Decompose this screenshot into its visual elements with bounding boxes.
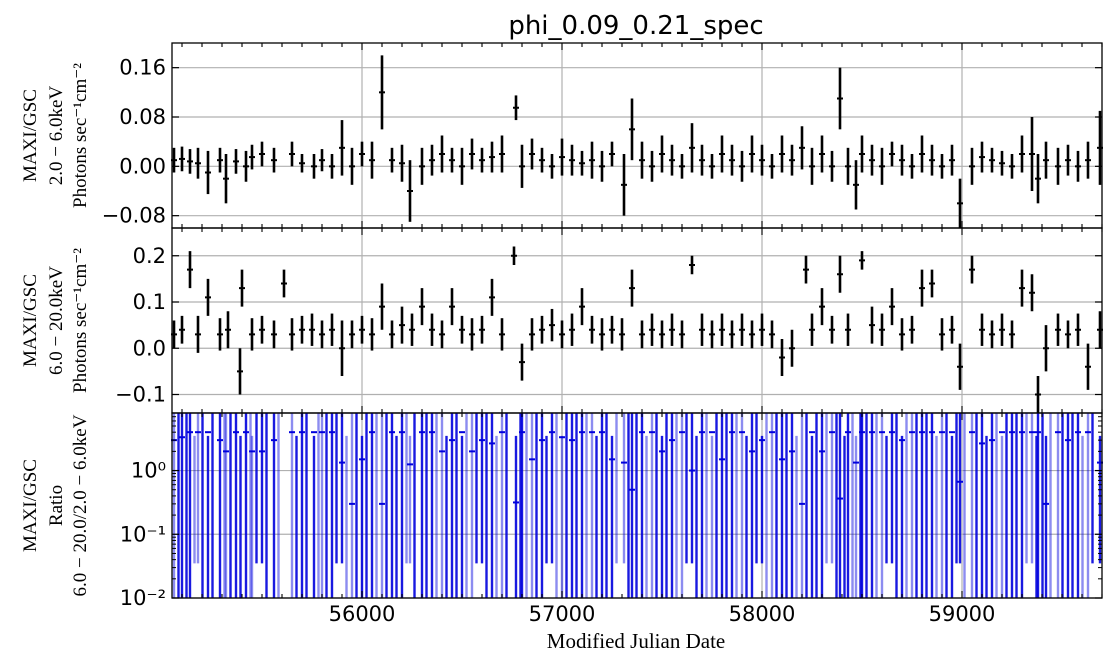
y-axis-label-line: MAXI/GSC (20, 89, 41, 182)
y-tick-label: 0.2 (133, 244, 166, 268)
y-tick-label: −0.1 (115, 383, 166, 407)
x-tick-label: 58000 (729, 602, 796, 626)
y-tick-label: 0.08 (119, 105, 166, 129)
y-axis-label-line: Ratio (46, 485, 67, 526)
y-tick-label: −0.08 (102, 204, 166, 228)
y-axis-label-line: Photons sec⁻¹cm⁻² (70, 248, 91, 393)
y-axis-label-line: 6.0 − 20.0/2.0 − 6.0keV (70, 414, 91, 596)
y-axis-label-line: 2.0 − 6.0keV (46, 86, 67, 186)
x-axis-label: Modified Julian Date (547, 629, 725, 653)
y-axis-label-line: MAXI/GSC (20, 274, 41, 367)
x-tick-label: 57000 (529, 602, 596, 626)
y-tick-label: 0.00 (119, 154, 166, 178)
x-tick-label: 59000 (929, 602, 996, 626)
y-tick-label: 10⁻¹ (120, 522, 166, 546)
y-tick-label: 10⁰ (131, 459, 166, 483)
panel-ratio: 10⁻² 10⁻¹ 10⁰ 56000 57000 58000 59000 MAXI/GSC R… (20, 412, 1103, 626)
y-tick-label: 10⁻² (120, 586, 166, 610)
y-tick-label: 0.16 (119, 56, 166, 80)
panel-frame (171, 412, 1103, 599)
y-tick-label: 0.1 (133, 290, 166, 314)
panel-hard: −0.1 0.0 0.1 0.2 MAXI/GSC 6.0 − 20.0keV Photon… (20, 227, 1103, 414)
x-tick-label: 56000 (329, 602, 396, 626)
y-tick-label: 0.0 (133, 336, 166, 360)
chart-title: phi_0.09_0.21_spec (508, 11, 763, 41)
panel-soft: −0.08 0.00 0.08 0.16 MAXI/GSC 2.0 − 6.0keV Pho… (20, 42, 1103, 229)
y-axis-label-line: Photons sec⁻¹cm⁻² (70, 63, 91, 208)
y-axis-label-line: MAXI/GSC (20, 459, 41, 552)
y-axis-label-line: 6.0 − 20.0keV (46, 266, 67, 375)
